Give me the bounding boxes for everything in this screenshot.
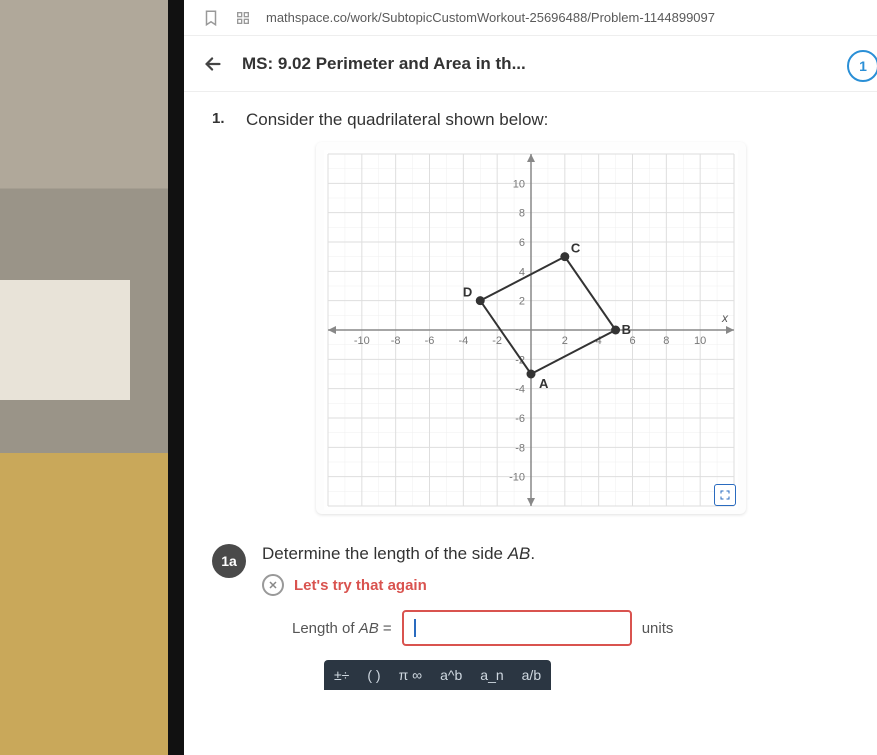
question-text: Consider the quadrilateral shown below: bbox=[246, 110, 548, 130]
page-header: MS: 9.02 Perimeter and Area in th... bbox=[184, 36, 877, 92]
bookmark-icon[interactable] bbox=[202, 9, 220, 27]
math-toolbar-item[interactable]: a/b bbox=[522, 667, 541, 683]
svg-text:-8: -8 bbox=[390, 335, 400, 347]
svg-text:A: A bbox=[539, 376, 549, 391]
prompt-prefix: Determine the length of the side bbox=[262, 544, 508, 563]
math-toolbar-item[interactable]: ±÷ bbox=[334, 667, 349, 683]
svg-text:2: 2 bbox=[518, 296, 524, 308]
svg-text:D: D bbox=[462, 285, 471, 300]
svg-text:10: 10 bbox=[694, 335, 706, 347]
question-number: 1. bbox=[212, 110, 232, 127]
svg-text:C: C bbox=[570, 241, 580, 256]
fullscreen-button[interactable] bbox=[714, 484, 736, 506]
url-text[interactable]: mathspace.co/work/SubtopicCustomWorkout-… bbox=[266, 10, 715, 25]
prompt-suffix: . bbox=[530, 544, 535, 563]
subpart-body: Determine the length of the side AB. Let… bbox=[262, 544, 849, 690]
math-toolbar-item[interactable]: ( ) bbox=[367, 667, 380, 683]
prompt-side: AB bbox=[508, 544, 531, 563]
answer-row: Length of AB = units bbox=[292, 610, 849, 646]
svg-text:6: 6 bbox=[518, 237, 524, 249]
browser-url-bar: mathspace.co/work/SubtopicCustomWorkout-… bbox=[184, 0, 877, 36]
back-arrow-icon[interactable] bbox=[202, 53, 224, 75]
page-title: MS: 9.02 Perimeter and Area in th... bbox=[242, 54, 526, 74]
subpart-id: 1a bbox=[221, 553, 237, 569]
feedback-row: Let's try that again bbox=[262, 574, 849, 596]
svg-text:8: 8 bbox=[518, 208, 524, 220]
wall-poster bbox=[8, 288, 120, 392]
math-input-toolbar: ±÷ ( ) π ∞ a^b a_n a/b bbox=[324, 660, 551, 690]
question-row: 1. Consider the quadrilateral shown belo… bbox=[212, 110, 849, 130]
svg-text:-4: -4 bbox=[458, 335, 468, 347]
site-settings-icon[interactable] bbox=[234, 9, 252, 27]
progress-badge[interactable]: 1 bbox=[847, 50, 877, 82]
svg-text:-2: -2 bbox=[492, 335, 502, 347]
units-label: units bbox=[642, 620, 674, 637]
progress-badge-number: 1 bbox=[859, 58, 867, 74]
classroom-photo-strip bbox=[0, 0, 168, 755]
answer-label-suffix: = bbox=[379, 620, 392, 637]
feedback-text: Let's try that again bbox=[294, 577, 427, 594]
svg-text:2: 2 bbox=[561, 335, 567, 347]
svg-text:4: 4 bbox=[518, 266, 524, 278]
subpart-prompt: Determine the length of the side AB. bbox=[262, 544, 849, 564]
math-toolbar-item[interactable]: a_n bbox=[480, 667, 503, 683]
answer-label-side: AB bbox=[359, 620, 379, 637]
svg-text:-6: -6 bbox=[515, 413, 525, 425]
svg-text:-8: -8 bbox=[515, 442, 525, 454]
monitor-bezel-left bbox=[168, 0, 184, 755]
math-toolbar-item[interactable]: a^b bbox=[440, 667, 462, 683]
answer-label: Length of AB = bbox=[292, 620, 392, 637]
svg-text:-4: -4 bbox=[515, 384, 525, 396]
math-toolbar-item[interactable]: π ∞ bbox=[399, 667, 423, 683]
svg-text:10: 10 bbox=[512, 178, 524, 190]
subpart-badge: 1a bbox=[212, 544, 246, 578]
screen: mathspace.co/work/SubtopicCustomWorkout-… bbox=[184, 0, 877, 755]
svg-text:-10: -10 bbox=[509, 472, 525, 484]
svg-text:8: 8 bbox=[663, 335, 669, 347]
svg-text:B: B bbox=[621, 322, 630, 337]
svg-text:x: x bbox=[721, 311, 729, 325]
graph-panel: -10-8-6-4-2246810-10-8-6-4-2246810xABCD bbox=[316, 142, 746, 514]
error-x-icon bbox=[262, 574, 284, 596]
coordinate-graph[interactable]: -10-8-6-4-2246810-10-8-6-4-2246810xABCD bbox=[324, 150, 738, 510]
text-cursor bbox=[414, 619, 416, 637]
answer-input[interactable] bbox=[402, 610, 632, 646]
svg-text:-6: -6 bbox=[424, 335, 434, 347]
answer-label-prefix: Length of bbox=[292, 620, 359, 637]
subpart-row: 1a Determine the length of the side AB. … bbox=[212, 544, 849, 690]
content-area: 1. Consider the quadrilateral shown belo… bbox=[184, 92, 877, 690]
svg-text:-10: -10 bbox=[353, 335, 369, 347]
